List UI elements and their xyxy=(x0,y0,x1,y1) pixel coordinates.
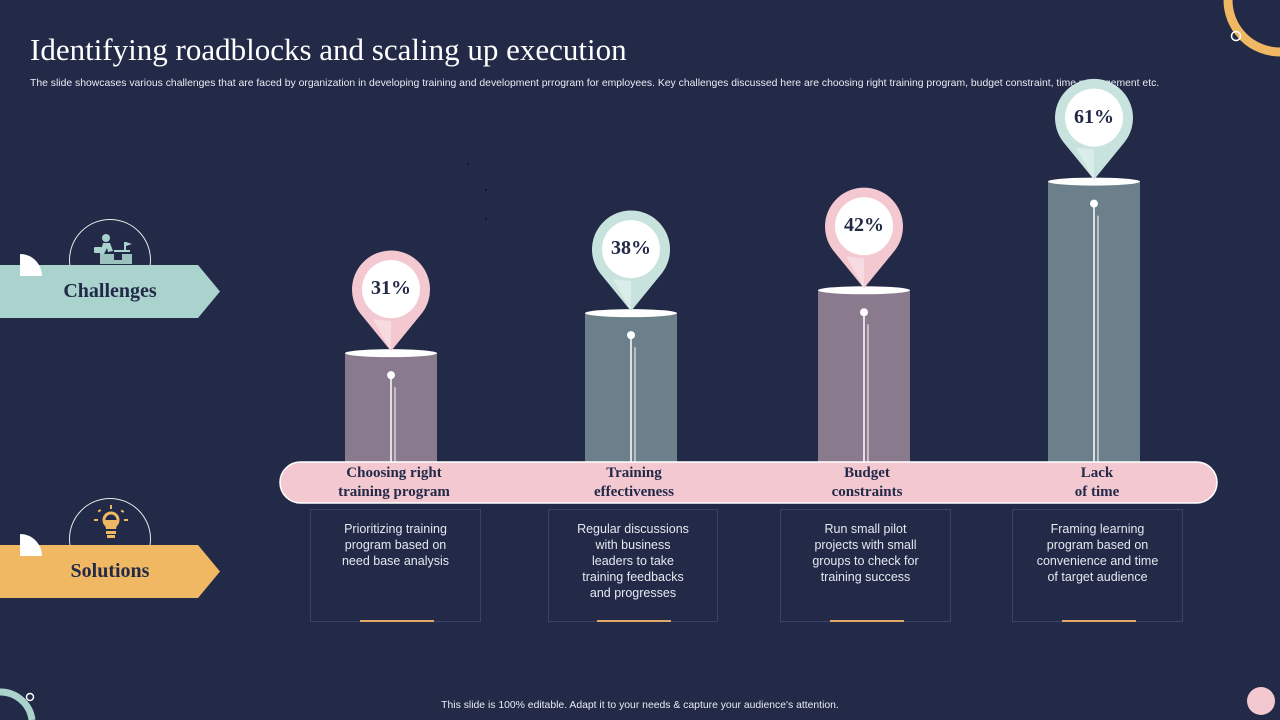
category-label-3: Budget constraints xyxy=(767,464,967,502)
value-label-1: 31% xyxy=(371,277,411,300)
solution-text: Prioritizing training program based on nee… xyxy=(311,521,480,569)
solution-text-line: projects with small xyxy=(814,538,917,552)
corner-dot-top-right xyxy=(1230,30,1242,42)
solution-text-line: training success xyxy=(820,570,911,584)
page-subtitle: The slide showcases various challenges t… xyxy=(30,78,1160,89)
bar-top-1 xyxy=(345,349,437,358)
solution-text-line: Run small pilot xyxy=(824,522,907,536)
category-label-4: Lack of time xyxy=(997,464,1197,502)
solution-text-line: and progresses xyxy=(589,586,677,600)
footer-note: This slide is 100% editable. Adapt it to… xyxy=(441,700,839,711)
bar-dot-1 xyxy=(387,371,395,380)
corner-arc-top-right xyxy=(1223,0,1280,57)
bar-top-4 xyxy=(1048,177,1140,186)
category-label-line: effectiveness xyxy=(594,484,674,500)
corner-circle-bottom-right xyxy=(1247,687,1275,715)
solution-text-line: with business xyxy=(595,538,671,552)
solution-text-line: groups to check for xyxy=(812,554,919,568)
solution-text-line: Prioritizing training xyxy=(344,522,447,536)
bar-dot-2 xyxy=(627,331,635,340)
pin-shade-3 xyxy=(846,256,864,289)
solution-underline xyxy=(359,620,434,622)
solution-underline xyxy=(1061,620,1136,622)
category-label-line: Budget xyxy=(844,465,890,481)
page-title: Identifying roadblocks and scaling up ex… xyxy=(30,32,627,67)
category-label-line: constraints xyxy=(831,484,903,500)
value-label-3: 42% xyxy=(844,214,884,237)
solution-text-line: need base analysis xyxy=(341,554,450,568)
solution-text-line: convenience and time xyxy=(1036,554,1159,568)
solution-box-1: Prioritizing training program based on nee… xyxy=(310,509,481,622)
bar-dot-4 xyxy=(1090,199,1098,208)
solutions-label: Solutions xyxy=(70,560,150,582)
solution-text-line: training feedbacks xyxy=(582,570,684,584)
pin-shade-4 xyxy=(1076,147,1094,180)
pin-inner-3 xyxy=(835,197,893,256)
solution-text-line: program based on xyxy=(1046,538,1149,552)
lightbulb-gear-icon xyxy=(94,505,128,538)
category-label-line: Lack xyxy=(1080,465,1114,481)
category-label-2: Training effectiveness xyxy=(534,464,734,502)
category-label-1: Choosing right training program xyxy=(294,464,494,502)
solution-text-line: program based on xyxy=(344,538,447,552)
person-climbing-stairs-icon xyxy=(94,234,132,264)
solution-text: Regular discussions with business leaders … xyxy=(549,521,717,601)
solution-text-line: Framing learning xyxy=(1050,522,1145,536)
pin-shade-1 xyxy=(373,319,391,352)
corner-dot-bottom-left xyxy=(25,692,35,702)
bar-top-2 xyxy=(585,309,677,318)
category-label-line: Choosing right xyxy=(346,465,442,481)
solution-box-3: Run small pilot projects with small groups… xyxy=(780,509,951,622)
solution-text-line: of target audience xyxy=(1047,570,1148,584)
solution-underline xyxy=(829,620,904,622)
solution-underline xyxy=(597,620,671,622)
value-label-4: 61% xyxy=(1074,105,1114,128)
bar-top-3 xyxy=(818,286,910,295)
value-label-2: 38% xyxy=(611,237,651,260)
solution-box-4: Framing learning program based on convenie… xyxy=(1012,509,1183,622)
pin-inner-2 xyxy=(602,220,660,279)
category-label-line: Training xyxy=(606,465,662,481)
solution-box-2: Regular discussions with business leaders … xyxy=(548,509,718,622)
pin-inner-4 xyxy=(1065,88,1123,147)
solution-text: Framing learning program based on convenie… xyxy=(1013,521,1182,585)
category-label-line: of time xyxy=(1074,484,1120,500)
bar-dot-3 xyxy=(860,308,868,317)
pin-shade-2 xyxy=(613,279,631,312)
challenges-label: Challenges xyxy=(63,280,157,302)
solution-text: Run small pilot projects with small groups… xyxy=(781,521,950,585)
pin-inner-1 xyxy=(362,260,420,319)
category-band xyxy=(279,461,1218,504)
category-label-line: training program xyxy=(338,484,450,500)
corner-arc-bottom-left xyxy=(0,688,36,720)
solution-text-line: leaders to take xyxy=(592,554,674,568)
solution-text-line: Regular discussions xyxy=(577,522,689,536)
